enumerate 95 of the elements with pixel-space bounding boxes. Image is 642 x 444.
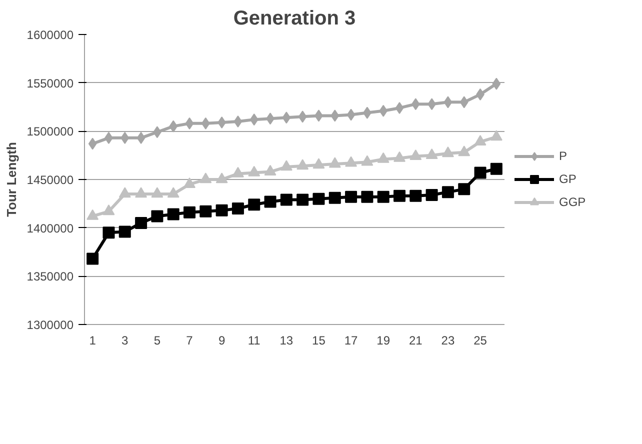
x-tick-label: 5 <box>154 334 161 348</box>
y-tick-label: 1550000 <box>26 76 74 90</box>
point <box>328 192 341 204</box>
point <box>492 78 501 90</box>
point <box>216 204 228 216</box>
point <box>411 98 420 110</box>
y-axis-title: Tour Length <box>4 142 19 217</box>
point <box>234 116 242 128</box>
point <box>280 194 292 206</box>
legend-label: P <box>559 149 568 163</box>
y-tick-label: 1400000 <box>26 221 74 236</box>
point <box>216 172 228 184</box>
point <box>151 187 164 198</box>
x-tick-label: 11 <box>248 334 261 348</box>
point <box>444 96 452 108</box>
point <box>136 132 146 144</box>
x-tick-label: 3 <box>122 334 129 348</box>
legend-label: GGP <box>559 195 586 209</box>
point <box>379 104 388 117</box>
point <box>118 226 131 238</box>
point <box>88 138 97 150</box>
point <box>410 190 422 202</box>
point <box>200 205 212 218</box>
point <box>264 164 276 176</box>
point <box>395 102 404 114</box>
point <box>346 108 356 121</box>
point <box>86 252 99 265</box>
x-tick-label: 1 <box>89 334 96 348</box>
point <box>282 112 291 124</box>
x-tick-label: 17 <box>344 334 358 348</box>
point <box>330 110 340 122</box>
point <box>298 110 307 123</box>
x-tick-label: 13 <box>280 334 294 348</box>
point <box>135 217 148 229</box>
point <box>296 159 309 170</box>
point <box>442 186 454 198</box>
point <box>460 96 468 108</box>
point <box>394 151 406 162</box>
point <box>248 166 260 176</box>
point <box>426 188 438 201</box>
point <box>345 190 358 203</box>
point <box>490 162 502 175</box>
point <box>201 117 210 130</box>
point <box>312 192 325 205</box>
y-tick-label: 1450000 <box>26 173 74 187</box>
point <box>169 120 178 132</box>
point <box>250 114 258 126</box>
y-tick-label: 1500000 <box>26 124 74 139</box>
point <box>474 134 486 146</box>
point <box>426 148 438 160</box>
point <box>394 190 406 202</box>
legend-label: GP <box>559 172 578 186</box>
point <box>102 226 115 239</box>
point <box>474 166 486 179</box>
point <box>361 190 374 203</box>
y-tick-label: 1350000 <box>26 270 74 284</box>
point <box>345 156 358 167</box>
point <box>377 190 390 203</box>
point <box>167 187 180 198</box>
x-tick-label: 9 <box>218 334 226 348</box>
point <box>490 130 502 141</box>
point <box>458 183 470 196</box>
point <box>184 206 196 218</box>
x-tick-label: 19 <box>376 334 390 348</box>
point <box>86 209 99 220</box>
x-tick-label: 21 <box>408 334 423 348</box>
point <box>184 177 196 188</box>
point <box>328 157 341 168</box>
point <box>200 172 212 184</box>
point <box>458 146 470 156</box>
x-tick-label: 15 <box>312 334 326 348</box>
point <box>248 198 260 211</box>
point <box>442 146 454 158</box>
x-tick-label: 23 <box>441 334 455 348</box>
x-tick-label: 25 <box>474 334 488 348</box>
point <box>167 208 180 220</box>
point <box>135 187 148 198</box>
point <box>377 152 390 163</box>
point <box>102 204 115 216</box>
point <box>120 132 130 144</box>
point <box>232 202 244 214</box>
point <box>232 166 244 178</box>
chart-title: Generation 3 <box>233 8 356 30</box>
point <box>296 194 309 206</box>
point <box>410 149 422 160</box>
x-tick-label: 7 <box>186 334 194 348</box>
point <box>312 158 325 169</box>
point <box>361 155 374 166</box>
point <box>151 210 164 222</box>
point <box>264 196 276 208</box>
y-tick-label: 1600000 <box>26 28 74 42</box>
point <box>280 160 292 171</box>
point <box>118 187 131 198</box>
point <box>185 117 194 130</box>
y-tick-label: 1300000 <box>26 318 74 332</box>
